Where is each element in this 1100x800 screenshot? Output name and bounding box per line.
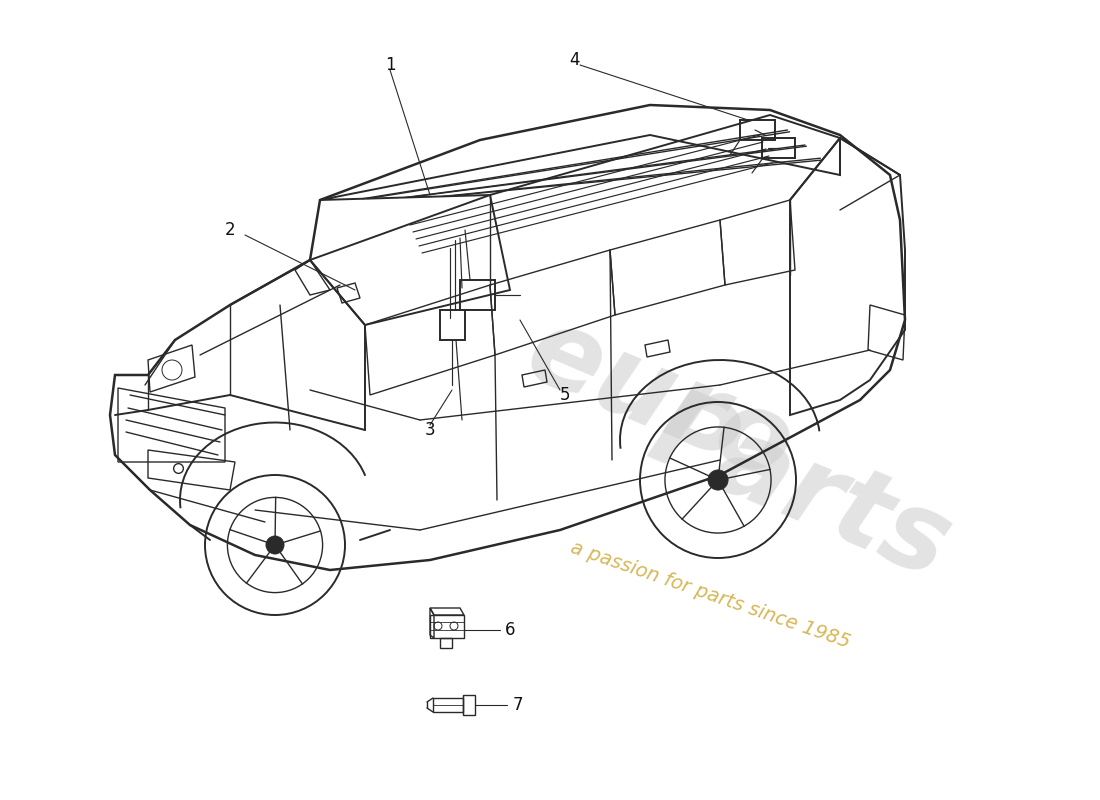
Text: a passion for parts since 1985: a passion for parts since 1985 [568,538,852,652]
Text: 5: 5 [560,386,570,404]
Text: 2: 2 [224,221,235,239]
Circle shape [266,536,284,554]
Text: 1: 1 [385,56,395,74]
Circle shape [708,470,728,490]
Text: 3: 3 [425,421,436,439]
Text: 7: 7 [513,696,524,714]
Text: euro: euro [512,297,808,503]
Text: 4: 4 [570,51,581,69]
Text: Parts: Parts [634,379,966,601]
Text: 6: 6 [505,621,515,639]
